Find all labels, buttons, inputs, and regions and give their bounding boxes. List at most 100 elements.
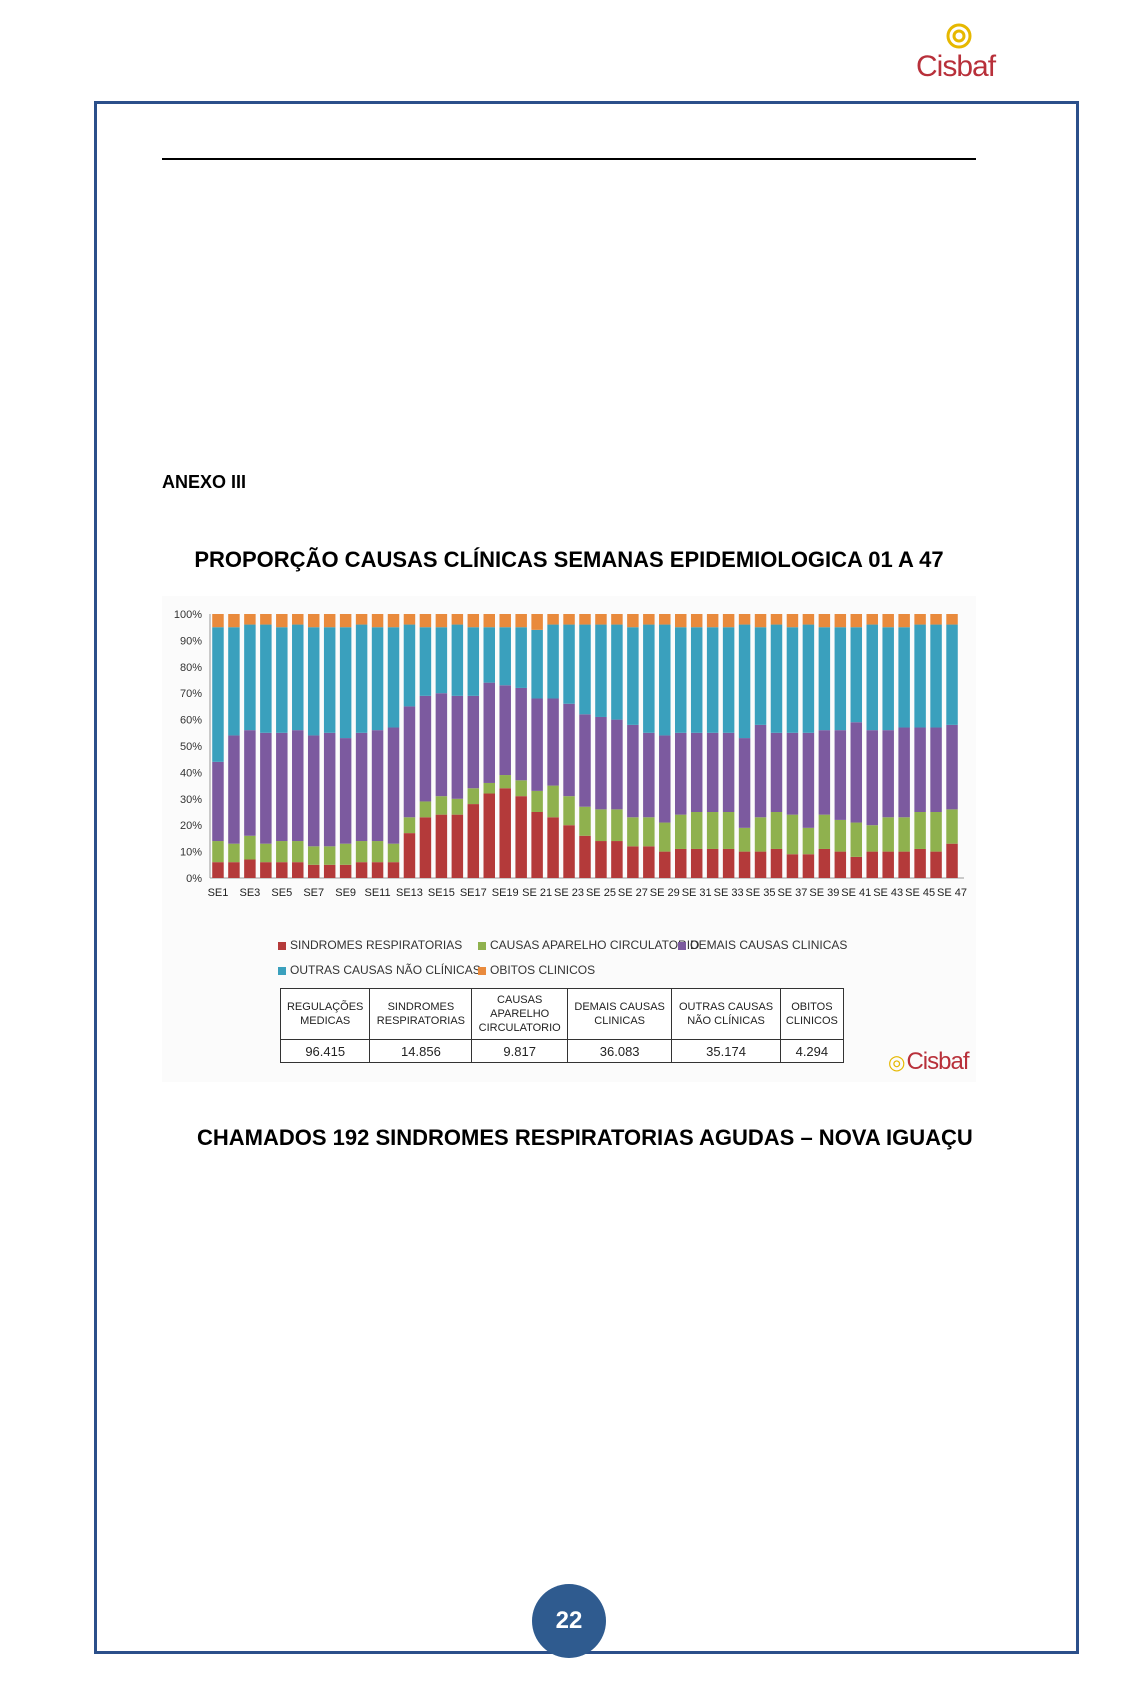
bar-segment	[722, 812, 735, 849]
bar-segment	[244, 614, 256, 625]
bar-segment	[738, 851, 751, 878]
bar-segment	[212, 627, 224, 762]
bar-segment	[435, 796, 448, 815]
bar-segment	[244, 624, 256, 731]
bar-segment	[276, 862, 288, 878]
x-tick-label: SE 43	[873, 887, 903, 899]
bar-segment	[611, 809, 623, 842]
x-tick-label: SE11	[365, 887, 391, 899]
legend-item: OBITOS CLINICOS	[478, 963, 595, 977]
bar-segment	[579, 835, 591, 878]
x-tick-label: SE 31	[682, 887, 712, 899]
bar-segment	[850, 614, 863, 628]
bar-segment	[834, 730, 847, 820]
bar-segment	[467, 614, 480, 628]
bar-segment	[579, 806, 591, 836]
bar-segment	[643, 732, 655, 818]
bar-segment	[786, 814, 799, 855]
bar-segment	[914, 727, 926, 812]
bar-segment	[595, 624, 607, 717]
bar-segment	[515, 687, 527, 781]
summary-value-row: 96.415 14.856 9.817 36.083 35.174 4.294	[279, 1039, 845, 1063]
bar-segment	[260, 614, 272, 625]
bar-segment	[260, 732, 272, 844]
bar-segment	[850, 822, 863, 857]
bar-segment	[834, 819, 847, 852]
stacked-bar-chart: 0% 10% 20% 30% 40% 50% 60% 70% 80% 90% 100% SE1 SE3 S…	[174, 609, 967, 899]
bar-segment	[738, 624, 751, 739]
summary-header-cell: OBITOS CLINICOS	[779, 988, 845, 1040]
bar-segment	[882, 614, 894, 628]
bar-segment	[595, 809, 607, 842]
bar-segment	[914, 812, 926, 849]
x-tick-label: SE15	[428, 887, 455, 899]
bar-segment	[754, 724, 767, 818]
bar-segment	[754, 851, 767, 878]
bar-segment	[611, 624, 623, 720]
y-tick-label: 20%	[180, 820, 202, 832]
bar-segment	[276, 614, 288, 628]
bar-segment	[898, 817, 910, 852]
bar-segment	[244, 859, 256, 878]
bar-segment	[228, 614, 240, 628]
summary-value-cell: 14.856	[369, 1039, 473, 1063]
bar-segment	[387, 727, 400, 844]
cisbaf-logo: Cisbaf	[916, 22, 1006, 84]
summary-header-cell: CAUSAS APARELHO CIRCULATORIO	[471, 988, 568, 1040]
bar-segment	[435, 627, 448, 694]
x-tick-label: SE 45	[905, 887, 935, 899]
bar-segment	[276, 627, 288, 733]
bar-segment	[292, 730, 304, 842]
bar-segment	[706, 848, 719, 878]
bar-segment	[595, 716, 607, 810]
bar-segment	[659, 735, 671, 823]
legend-label: CAUSAS APARELHO CIRCULATORIO	[490, 938, 700, 952]
bar-segment	[914, 848, 926, 878]
bar-segment	[292, 614, 304, 625]
bar-segment	[754, 817, 767, 852]
bar-segment	[228, 843, 240, 863]
bar-segment	[659, 624, 671, 736]
bar-segment	[212, 862, 224, 878]
bar-segment	[770, 848, 783, 878]
bar-segment	[371, 627, 384, 731]
bar-segment	[435, 693, 448, 797]
bar-segment	[228, 862, 240, 878]
bar-segment	[228, 627, 240, 736]
y-tick-label: 30%	[180, 794, 202, 806]
bar-segment	[403, 817, 416, 834]
bar-segment	[659, 822, 671, 852]
bar-segment	[866, 624, 878, 731]
bar-segment	[451, 814, 464, 878]
x-tick-label: SE 23	[554, 887, 584, 899]
bar-segment	[818, 848, 831, 878]
bar-segment	[770, 614, 783, 625]
bar-segment	[818, 614, 831, 628]
legend-swatch	[278, 941, 286, 950]
bar-segment	[770, 812, 783, 849]
bar-segment	[531, 812, 543, 878]
bar-segment	[435, 814, 448, 878]
bar-segment	[499, 627, 511, 686]
x-tick-label: SE 33	[714, 887, 744, 899]
y-tick-label: 80%	[180, 662, 202, 674]
bar-segment	[850, 722, 863, 823]
chart-figure: 0% 10% 20% 30% 40% 50% 60% 70% 80% 90% 100% SE1 SE3 S…	[162, 596, 976, 1082]
bar-segment	[419, 801, 432, 818]
bar-segment	[387, 614, 400, 628]
bar-segment	[323, 627, 336, 733]
chart-logo: ◎Cisbaf	[888, 1048, 969, 1076]
bar-segment	[675, 814, 687, 849]
bar-segment	[627, 724, 639, 818]
bar-segment	[946, 809, 958, 844]
bar-segment	[292, 624, 304, 731]
bar-segment	[371, 614, 384, 628]
summary-header-cell: OUTRAS CAUSAS NÃO CLÍNICAS	[671, 988, 781, 1040]
bar-segment	[802, 614, 815, 625]
bar-segment	[818, 730, 831, 815]
bar-segment	[914, 614, 926, 625]
bar-segment	[307, 735, 320, 847]
bar-segment	[802, 624, 815, 733]
bar-segment	[323, 864, 336, 878]
bar-segment	[467, 804, 480, 878]
